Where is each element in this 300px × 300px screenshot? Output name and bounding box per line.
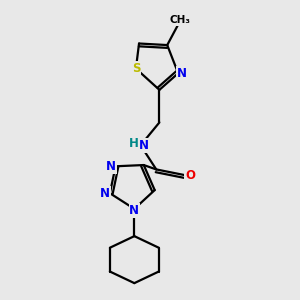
Text: N: N bbox=[140, 139, 149, 152]
Text: H: H bbox=[129, 137, 139, 150]
Text: CH₃: CH₃ bbox=[169, 15, 190, 25]
Text: N: N bbox=[106, 160, 116, 173]
Text: S: S bbox=[132, 62, 140, 75]
Text: N: N bbox=[129, 204, 139, 217]
Text: N: N bbox=[100, 187, 110, 200]
Text: O: O bbox=[185, 169, 195, 182]
Text: N: N bbox=[177, 67, 187, 80]
